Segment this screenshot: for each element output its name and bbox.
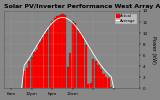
Text: Solar PV/Inverter Performance West Array Actual & Average Power Output: Solar PV/Inverter Performance West Array…	[4, 4, 160, 9]
Bar	[67, 67, 69, 88]
Bar	[64, 15, 66, 88]
Bar	[31, 57, 33, 88]
Bar	[110, 87, 112, 88]
Bar	[82, 38, 84, 88]
Bar	[49, 25, 51, 88]
Bar	[26, 68, 28, 88]
Bar	[102, 74, 105, 88]
Bar	[79, 33, 82, 88]
Bar	[36, 50, 38, 88]
Bar	[87, 84, 89, 88]
Bar	[77, 30, 79, 88]
Bar	[105, 77, 107, 88]
Bar	[46, 30, 48, 88]
Y-axis label: Power (kW): Power (kW)	[151, 36, 156, 64]
Bar	[33, 52, 36, 88]
Bar	[41, 37, 43, 88]
Bar	[28, 61, 30, 88]
Bar	[59, 15, 61, 88]
Bar	[100, 69, 102, 88]
Bar	[54, 18, 56, 88]
Bar	[90, 83, 92, 88]
Bar	[56, 16, 59, 88]
Bar	[92, 59, 94, 88]
Bar	[74, 23, 76, 88]
Bar	[51, 21, 53, 88]
Legend: Actual, Average: Actual, Average	[114, 13, 137, 24]
Bar	[84, 45, 87, 88]
Bar	[38, 42, 41, 88]
Bar	[97, 65, 100, 88]
Bar	[44, 34, 46, 88]
Bar	[69, 53, 71, 88]
Bar	[72, 21, 74, 88]
Bar	[61, 14, 64, 88]
Bar	[95, 61, 97, 88]
Bar	[108, 78, 110, 88]
Bar	[23, 71, 25, 88]
